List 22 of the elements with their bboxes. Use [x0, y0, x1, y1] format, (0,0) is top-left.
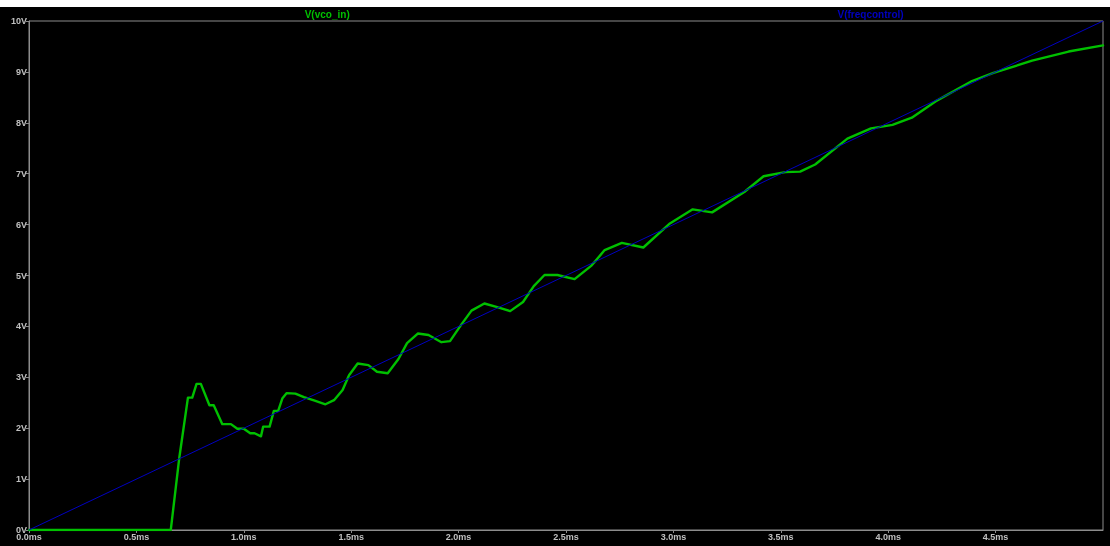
- y-tick-label: 1V: [15, 474, 27, 485]
- y-tick-label: 9V: [15, 66, 27, 77]
- x-tick-label: 4.5ms: [982, 531, 1009, 542]
- x-tick-label: 4.0ms: [875, 531, 901, 542]
- x-tick-label: 1.0ms: [231, 531, 257, 542]
- y-tick-label: 6V: [15, 219, 27, 230]
- x-tick-label: 3.5ms: [768, 531, 794, 542]
- x-tick-label: 1.5ms: [338, 531, 364, 542]
- x-tick-label: 2.0ms: [445, 531, 472, 542]
- y-tick-label: 5V: [15, 270, 27, 281]
- y-tick-label: 8V: [15, 117, 27, 128]
- y-tick-label: 10V: [10, 16, 27, 26]
- x-tick-label: 3.0ms: [660, 531, 687, 542]
- y-tick-label: 2V: [15, 423, 27, 434]
- y-tick-label: 4V: [15, 321, 27, 332]
- y-tick-label: 3V: [15, 372, 27, 383]
- x-tick-label: 2.5ms: [553, 531, 579, 542]
- text: V(freqcontrol): [837, 8, 904, 20]
- y-tick-label: 0V: [15, 525, 27, 535]
- text: V(vco_in): [304, 8, 350, 20]
- x-tick-label: 0.5ms: [123, 531, 150, 542]
- y-tick-label: 7V: [15, 168, 27, 179]
